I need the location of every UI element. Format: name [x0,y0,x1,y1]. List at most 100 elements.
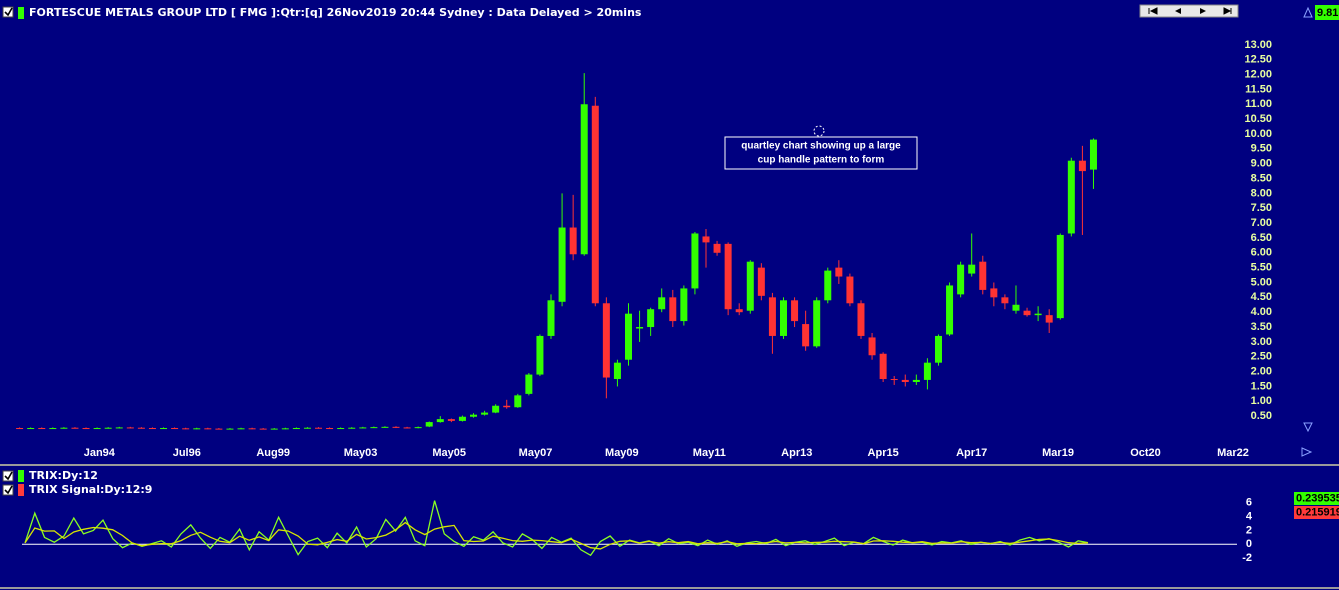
candle-body [104,427,112,429]
legend-label: TRIX:Dy:12 [29,469,98,482]
candle-body [558,227,566,302]
nav-next[interactable] [1200,8,1206,14]
x-tick-label: May05 [432,447,466,459]
candle-body [160,428,168,430]
series-swatch [18,7,24,19]
candle-body [458,416,466,421]
candle-body [1034,313,1042,316]
y-tick-label: 3.50 [1251,321,1272,333]
y-tick-label: 9.00 [1251,158,1272,170]
y-tick-label: 13.00 [1244,39,1272,51]
y-tick-label: 9.50 [1251,143,1272,155]
x-tick-label: Oct20 [1130,447,1161,459]
candle-body [923,362,931,380]
candle-body [436,419,444,423]
scroll-down[interactable] [1303,422,1313,433]
y-tick-label: 10.00 [1244,128,1272,140]
last-value: 0.215919 [1296,506,1339,518]
y-tick-label: 6.00 [1251,247,1272,259]
y-tick-label: 7.50 [1251,202,1272,214]
candle-body [292,428,300,430]
candle-body [126,427,134,429]
checkbox[interactable] [2,6,14,18]
legend-swatch [18,470,24,482]
candle-body [658,297,666,310]
indicator-line [24,521,1089,550]
candle-body [1012,304,1020,311]
nav-buttons [1139,4,1239,18]
x-tick-label: Apr13 [781,447,812,459]
y-tick-label: 1.50 [1251,380,1272,392]
candle-body [359,427,367,429]
candle-body [425,422,433,427]
chart-title: FORTESCUE METALS GROUP LTD [ FMG ]:Qtr:[… [29,6,642,19]
candle-body [990,288,998,298]
candle-body [337,428,345,430]
candle-body [779,300,787,336]
candle-body [1045,315,1053,323]
candle-body [71,427,79,429]
candle-body [1023,310,1031,316]
nav-bar [1139,4,1239,18]
x-tick-label: May09 [605,447,639,459]
check-mark [4,485,13,495]
nav-first[interactable] [1148,7,1158,15]
candle-body [1089,139,1097,170]
checkbox[interactable] [2,484,14,496]
nav-prev[interactable] [1175,8,1181,14]
candle-body [60,427,68,429]
candle-body [602,303,610,378]
candle-body [315,427,323,429]
last-value: 0.239535 [1296,492,1339,504]
candle-body [514,395,522,408]
candle-body [802,324,810,347]
y-tick-label: 10.50 [1244,113,1272,125]
candle-body [879,353,887,380]
candle-body [115,427,123,429]
candle-body [968,264,976,274]
candle-body [470,414,478,417]
y-tick-label: 3.00 [1251,336,1272,348]
candle-body [370,427,378,429]
candle-body [303,427,311,429]
checkbox[interactable] [2,470,14,482]
candle-body [957,264,965,295]
candle-body [724,243,732,310]
candle-body [702,236,710,243]
candle-body [713,243,721,253]
candle-body [348,427,356,429]
candle-body [326,428,334,430]
candle-body [49,428,57,430]
nav-last[interactable] [1223,7,1232,15]
legend-swatch [18,484,24,496]
candle-body [547,300,555,336]
legend-label: TRIX Signal:Dy:12:9 [29,483,152,496]
x-tick-label: May11 [693,447,726,459]
y-tick-label: 4.00 [1251,306,1272,318]
x-tick-label: Jul96 [173,447,201,459]
candle-body [846,276,854,304]
check-mark [4,7,13,17]
scroll-up[interactable] [1303,6,1313,18]
y-tick-label: 2 [1246,524,1252,536]
last-value-box [1294,492,1339,505]
candle-body [868,337,876,356]
x-tick-label: Apr17 [956,447,987,459]
y-tick-label: -2 [1242,552,1252,564]
candle-body [1056,234,1064,319]
candle-body [525,374,533,394]
x-tick-label: Mar19 [1042,447,1074,459]
x-tick-label: Apr15 [868,447,899,459]
candle-body [503,405,511,408]
y-tick-label: 11.50 [1245,83,1272,95]
candle-body [591,105,599,304]
last-price-box [1315,5,1339,20]
y-tick-label: 6 [1246,497,1252,509]
candle-body [492,405,500,413]
y-tick-label: 5.00 [1251,276,1272,288]
candle-body [569,227,577,255]
candle-body [1078,160,1086,172]
candle-body [680,288,688,322]
scroll-right[interactable] [1301,447,1313,457]
candle-body [1067,160,1075,234]
